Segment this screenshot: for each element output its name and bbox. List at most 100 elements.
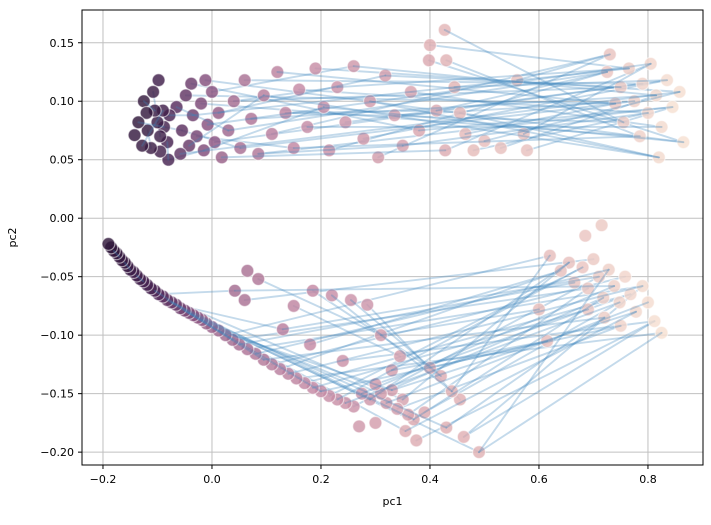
trajectory-edge [292, 135, 641, 149]
trajectory-edge [435, 71, 609, 112]
trajectory-edge [287, 285, 644, 375]
y-tick-label: −0.20 [40, 446, 74, 459]
trajectory-edge [157, 289, 236, 296]
data-point [510, 73, 525, 88]
data-point [308, 61, 323, 76]
data-point [384, 363, 399, 378]
data-point [613, 80, 628, 95]
data-point [198, 73, 213, 88]
data-point [519, 143, 534, 158]
trajectory-edge [390, 310, 637, 392]
trajectory-edge [227, 71, 609, 132]
data-point [452, 392, 467, 407]
data-point [227, 283, 242, 298]
trajectory-edge [377, 53, 611, 159]
trajectory-edge [429, 340, 549, 369]
x-tick-label: 0.6 [530, 473, 548, 486]
trajectory-edge [188, 311, 448, 429]
trajectory-edge [322, 106, 685, 144]
trajectory-edge [369, 261, 570, 401]
data-point [189, 129, 204, 144]
trajectory-edge [418, 106, 674, 132]
trajectory-edge [349, 299, 442, 378]
data-point [244, 111, 259, 126]
data-point [151, 73, 166, 88]
trajectory-edge [429, 44, 630, 70]
trajectory-edge [295, 331, 663, 380]
trajectory-edge [170, 301, 415, 421]
data-point [612, 295, 627, 310]
data-point [607, 279, 622, 294]
data-point [623, 287, 638, 302]
data-point [378, 68, 393, 83]
data-point [221, 123, 236, 138]
data-point [654, 119, 669, 134]
data-point [240, 263, 255, 278]
data-point [363, 94, 378, 109]
axes-spines [81, 9, 704, 466]
data-point [591, 269, 606, 284]
data-point [226, 94, 241, 109]
data-point [643, 56, 658, 71]
trajectory-edge [404, 310, 637, 433]
data-point [531, 302, 546, 317]
trajectory-edge [254, 268, 610, 355]
trajectory-edge [522, 62, 652, 135]
data-point [368, 377, 383, 392]
data-point [433, 369, 448, 384]
data-point [233, 141, 248, 156]
data-point [371, 150, 386, 165]
trajectory-edge [407, 287, 589, 416]
x-tick-label: 0.4 [421, 473, 439, 486]
data-point [139, 105, 154, 120]
data-point [627, 94, 642, 109]
trajectory-edge [320, 324, 622, 393]
data-point [444, 384, 459, 399]
data-point [602, 47, 617, 62]
data-point [447, 80, 462, 95]
trajectory-edge [385, 301, 649, 404]
data-point [161, 152, 176, 167]
data-point [335, 353, 350, 368]
data-point [184, 76, 199, 91]
trajectory-edge [462, 320, 656, 438]
trajectory-edge [217, 329, 393, 392]
trajectory-edge [270, 53, 611, 135]
data-point [354, 386, 369, 401]
trajectory-edge [232, 86, 622, 103]
trajectory-edge [384, 74, 622, 89]
trajectory-edge [243, 258, 595, 302]
trajectory-edge [179, 90, 681, 155]
data-point [597, 310, 612, 325]
data-point [211, 105, 226, 120]
y-tick-label: 0.00 [50, 212, 75, 225]
trajectory-edge [292, 304, 401, 358]
data-point [600, 64, 615, 79]
trajectory-edge [330, 294, 453, 393]
data-point [439, 420, 454, 435]
trajectory-edge [483, 90, 681, 142]
data-point [635, 76, 650, 91]
data-point [392, 349, 407, 364]
trajectory-edge [217, 74, 387, 114]
trajectory-edge [344, 301, 621, 404]
data-points [101, 22, 691, 460]
data-point [237, 293, 252, 308]
data-point [343, 293, 358, 308]
trajectory-edge [211, 65, 355, 93]
trajectory-edge [262, 94, 660, 159]
trajectory-edge [257, 144, 404, 155]
data-point [665, 100, 680, 115]
data-point [581, 281, 596, 296]
data-point [578, 228, 593, 243]
data-point [251, 272, 266, 287]
trajectory-edge [270, 275, 627, 366]
trajectory-edge [204, 79, 685, 144]
data-point [596, 290, 611, 305]
data-point [338, 115, 353, 130]
data-point [651, 150, 666, 165]
data-point [131, 115, 146, 130]
trajectory-edge [257, 278, 382, 337]
data-point [185, 108, 200, 123]
